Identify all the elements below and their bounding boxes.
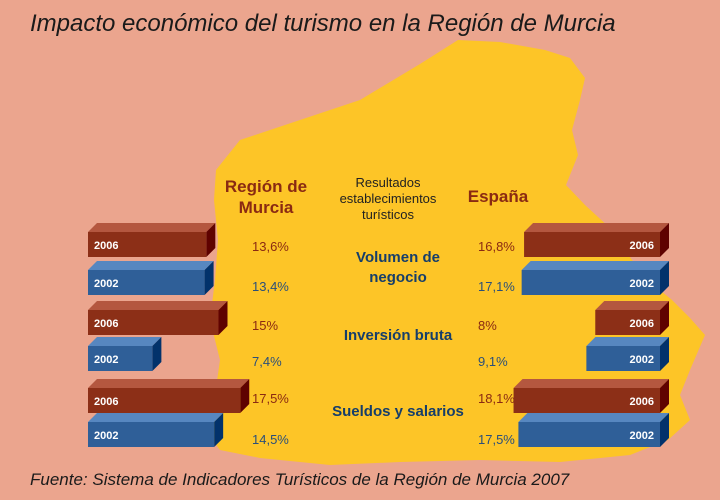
bar-espana-sueldos-2002-top — [518, 413, 669, 422]
bar-murcia-volumen-2002-year-label: 2002 — [94, 278, 118, 290]
value-murcia-sueldos-2002: 14,5% — [252, 432, 289, 447]
value-murcia-sueldos-2006: 17,5% — [252, 391, 289, 406]
murcia-map-shape — [205, 40, 705, 465]
bar-espana-volumen-2002-top — [521, 261, 669, 270]
bar-espana-volumen-2006-side — [660, 223, 669, 257]
value-espana-volumen-2002: 17,1% — [478, 279, 515, 294]
bar-espana-sueldos-2002-year-label: 2002 — [630, 430, 654, 442]
bar-murcia-inversion-2002-year-label: 2002 — [94, 354, 118, 366]
bar-murcia-volumen-2006-top — [88, 223, 216, 232]
value-murcia-inversion-2006: 15% — [252, 318, 279, 333]
value-murcia-volumen-2006: 13,6% — [252, 239, 289, 254]
bar-murcia-volumen-2006-side — [206, 223, 216, 257]
bar-murcia-volumen-2002-top — [88, 261, 214, 270]
value-murcia-volumen-2002: 13,4% — [252, 279, 289, 294]
bar-espana-inversion-2002-top — [586, 337, 669, 346]
bar-murcia-inversion-2006-side — [218, 301, 228, 335]
metric-label-volumen: Volumen de negocio — [356, 249, 440, 286]
bar-espana-volumen-2002-side — [660, 261, 669, 295]
bar-espana-inversion-2006-side — [660, 301, 669, 335]
bar-espana-volumen-2006 — [524, 232, 660, 257]
bar-espana-inversion-2002-year-label: 2002 — [630, 354, 654, 366]
bar-espana-sueldos-2002-side — [660, 413, 669, 447]
header-region-murcia: Región de Murcia — [224, 177, 308, 217]
value-espana-sueldos-2006: 18,1% — [478, 391, 515, 406]
bar-murcia-inversion-2002-side — [152, 337, 162, 371]
bar-espana-inversion-2002 — [586, 346, 660, 371]
bar-murcia-sueldos-2002-year-label: 2002 — [94, 430, 118, 442]
bar-murcia-volumen-2002 — [88, 270, 205, 295]
header-resultados: Resultados establecimientos turísticos — [339, 175, 437, 222]
metric-label-inversion: Inversión bruta — [343, 327, 453, 344]
bar-murcia-volumen-2006 — [88, 232, 207, 257]
source-note: Fuente: Sistema de Indicadores Turístico… — [30, 470, 570, 489]
bar-murcia-inversion-2002-top — [88, 337, 162, 346]
value-espana-sueldos-2002: 17,5% — [478, 432, 515, 447]
bar-murcia-inversion-2002 — [88, 346, 153, 371]
bar-espana-sueldos-2002 — [518, 422, 660, 447]
metric-label-sueldos: Sueldos y salarios — [332, 403, 464, 420]
bar-murcia-sueldos-2002-top — [88, 413, 224, 422]
bar-espana-volumen-2002-year-label: 2002 — [630, 278, 654, 290]
bar-espana-sueldos-2006-side — [660, 379, 669, 413]
bar-murcia-volumen-2002-side — [204, 261, 214, 295]
value-murcia-inversion-2002: 7,4% — [252, 354, 282, 369]
value-espana-inversion-2002: 9,1% — [478, 354, 508, 369]
bar-murcia-inversion-2006 — [88, 310, 219, 335]
bar-murcia-volumen-2006-year-label: 2006 — [94, 240, 118, 252]
bar-murcia-sueldos-2002 — [88, 422, 215, 447]
value-espana-inversion-2006: 8% — [478, 318, 497, 333]
bar-espana-sueldos-2006 — [513, 388, 660, 413]
bar-espana-sueldos-2006-top — [513, 379, 669, 388]
header-espana: España — [467, 187, 529, 206]
bar-murcia-inversion-2006-top — [88, 301, 228, 310]
bar-murcia-sueldos-2006-side — [240, 379, 250, 413]
bar-espana-volumen-2006-top — [524, 223, 669, 232]
bar-espana-volumen-2002 — [521, 270, 660, 295]
value-espana-volumen-2006: 16,8% — [478, 239, 515, 254]
bar-espana-sueldos-2006-year-label: 2006 — [630, 396, 654, 408]
bar-murcia-inversion-2006-year-label: 2006 — [94, 318, 118, 330]
bar-espana-inversion-2002-side — [660, 337, 669, 371]
bar-espana-inversion-2006-year-label: 2006 — [630, 318, 654, 330]
bar-espana-inversion-2006 — [595, 310, 660, 335]
bar-murcia-sueldos-2006-top — [88, 379, 250, 388]
bar-murcia-sueldos-2006-year-label: 2006 — [94, 396, 118, 408]
bar-murcia-sueldos-2006 — [88, 388, 241, 413]
bar-espana-inversion-2006-top — [595, 301, 669, 310]
bar-murcia-sueldos-2002-side — [214, 413, 224, 447]
chart-title: Impacto económico del turismo en la Regi… — [30, 10, 616, 37]
bar-espana-volumen-2006-year-label: 2006 — [630, 240, 654, 252]
